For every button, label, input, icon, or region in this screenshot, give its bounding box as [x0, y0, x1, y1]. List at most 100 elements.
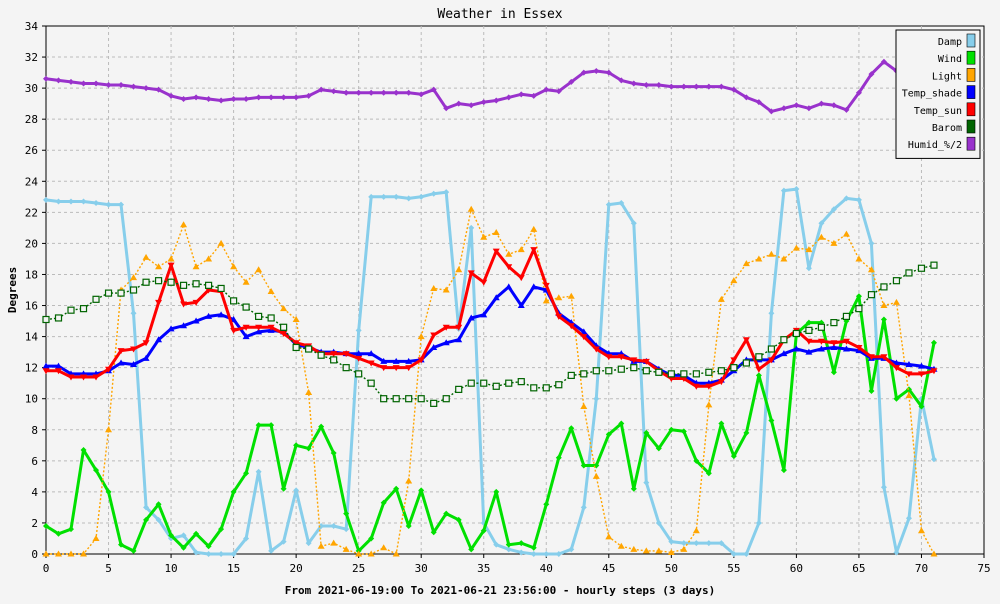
data-point-barom — [680, 370, 688, 378]
data-point-temp-sun — [292, 340, 300, 347]
y-tick-label: 22 — [25, 206, 38, 219]
data-point-temp-sun — [917, 371, 925, 378]
data-point-humid-2 — [230, 95, 237, 102]
data-point-barom — [292, 343, 300, 352]
data-point-humid-2 — [855, 89, 862, 96]
data-point-wind — [255, 422, 262, 429]
y-tick-label: 24 — [25, 175, 39, 188]
data-point-temp-sun — [480, 279, 488, 286]
data-point-humid-2 — [868, 71, 875, 78]
data-point-barom — [692, 370, 700, 378]
data-point-light — [805, 246, 813, 253]
data-point-temp-sun — [705, 383, 713, 390]
data-point-barom — [555, 381, 563, 389]
data-point-temp-sun — [380, 365, 388, 372]
data-point-humid-2 — [280, 94, 287, 101]
data-point-barom — [880, 283, 888, 291]
data-point-humid-2 — [380, 89, 387, 96]
data-point-wind — [205, 543, 212, 550]
data-point-barom — [567, 371, 575, 380]
data-point-damp — [693, 540, 700, 547]
data-point-wind — [405, 523, 412, 530]
data-point-light — [317, 542, 325, 549]
data-point-light — [880, 302, 888, 309]
data-point-light — [292, 316, 300, 323]
data-point-light — [767, 250, 775, 257]
data-point-damp — [793, 186, 800, 193]
data-point-temp-sun — [892, 365, 900, 372]
data-point-humid-2 — [680, 83, 687, 90]
data-point-temp-sun — [867, 354, 875, 361]
data-point-humid-2 — [593, 68, 600, 75]
data-point-temp-sun — [730, 357, 738, 364]
data-point-light — [492, 229, 500, 236]
data-point-wind — [505, 541, 512, 548]
data-point-wind — [455, 516, 462, 523]
data-point-temp-sun — [517, 275, 525, 282]
data-point-light — [830, 239, 838, 246]
data-point-wind — [493, 488, 500, 495]
data-point-light — [530, 225, 538, 232]
data-point-light — [267, 288, 275, 295]
data-point-damp — [593, 395, 600, 402]
data-point-damp — [80, 198, 87, 205]
data-point-humid-2 — [80, 80, 87, 87]
data-point-barom — [917, 264, 926, 272]
series-line-light — [46, 208, 935, 555]
data-point-damp — [543, 551, 550, 557]
y-tick-label: 8 — [31, 424, 38, 437]
data-point-barom — [767, 345, 775, 353]
data-point-barom — [167, 278, 175, 286]
data-point-light — [367, 550, 375, 557]
data-point-temp-shade — [805, 348, 813, 355]
data-point-humid-2 — [543, 86, 550, 93]
data-point-humid-2 — [418, 91, 425, 98]
data-point-barom — [442, 395, 450, 403]
data-point-wind — [718, 420, 725, 427]
data-point-humid-2 — [655, 82, 662, 89]
data-point-humid-2 — [880, 58, 887, 65]
data-point-wind — [755, 372, 762, 379]
data-point-temp-sun — [405, 365, 413, 372]
data-point-barom — [642, 367, 650, 375]
data-point-light — [217, 239, 225, 246]
legend-box — [895, 29, 981, 159]
data-point-damp — [255, 468, 262, 475]
data-point-barom — [230, 297, 238, 305]
data-point-barom — [580, 370, 588, 378]
legend-label-humid-2: Humid_%/2 — [908, 140, 962, 151]
data-point-humid-2 — [793, 102, 800, 109]
series-line-wind — [45, 294, 936, 553]
data-point-wind — [143, 516, 150, 523]
data-point-light — [717, 295, 725, 302]
data-point-humid-2 — [455, 100, 462, 107]
data-point-humid-2 — [468, 102, 475, 109]
data-point-humid-2 — [68, 78, 75, 85]
y-tick-label: 16 — [25, 300, 38, 313]
data-point-temp-shade — [505, 283, 513, 290]
data-point-temp-sun — [492, 248, 500, 255]
data-point-temp-sun — [755, 366, 763, 373]
data-point-temp-sun — [692, 383, 700, 390]
data-point-damp — [893, 549, 900, 556]
data-point-barom — [255, 312, 263, 320]
data-point-damp — [930, 456, 937, 463]
legend-swatch-damp — [966, 33, 976, 48]
data-point-barom — [117, 289, 125, 297]
data-point-temp-shade — [892, 359, 900, 366]
data-point-humid-2 — [805, 105, 812, 112]
data-point-barom — [892, 277, 901, 285]
y-tick-label: 0 — [31, 548, 38, 561]
data-point-barom — [179, 281, 188, 289]
data-point-damp — [293, 487, 300, 494]
data-point-barom — [430, 399, 438, 407]
data-point-light — [430, 284, 438, 291]
data-point-light — [305, 388, 313, 395]
data-point-temp-shade — [467, 314, 475, 321]
data-point-barom — [817, 323, 826, 331]
data-point-damp — [580, 504, 587, 511]
data-point-humid-2 — [118, 82, 125, 89]
data-point-temp-shade — [905, 361, 913, 368]
data-point-damp — [493, 541, 500, 548]
